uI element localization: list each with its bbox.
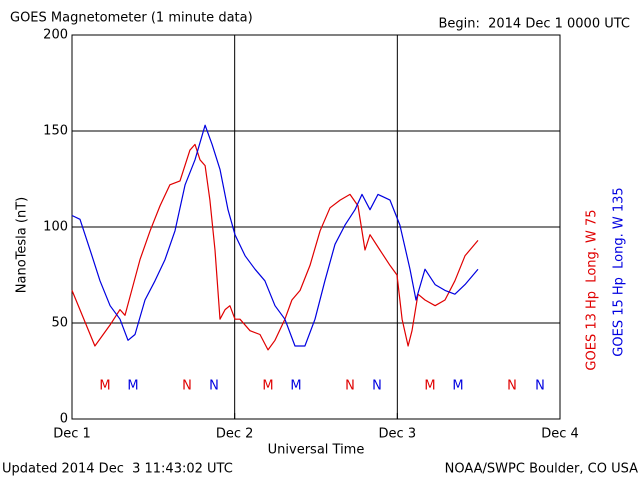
footer-right: NOAA/SWPC Boulder, CO USA	[445, 462, 638, 477]
marker-label: M	[290, 379, 301, 394]
y-tick-label: 50	[51, 316, 68, 331]
marker-label: M	[262, 379, 273, 394]
marker-label: N	[507, 379, 517, 394]
marker-label: N	[209, 379, 219, 394]
marker-label: N	[535, 379, 545, 394]
marker-label: N	[182, 379, 192, 394]
y-tick-label: 200	[43, 28, 68, 43]
chart-subtitle: Begin: 2014 Dec 1 0000 UTC	[438, 17, 630, 32]
x-tick-label: Dec 2	[216, 427, 254, 442]
x-tick-label: Dec 4	[541, 427, 579, 442]
marker-label: M	[452, 379, 463, 394]
y-tick-label: 100	[43, 220, 68, 235]
footer-left: Updated 2014 Dec 3 11:43:02 UTC	[2, 462, 233, 477]
y-axis-label: NanoTesla (nT)	[15, 197, 30, 293]
chart-title: GOES Magnetometer (1 minute data)	[10, 11, 253, 26]
legend-entry: GOES 15 Hp Long. W 135	[612, 187, 627, 356]
marker-label: N	[345, 379, 355, 394]
x-tick-label: Dec 1	[53, 427, 91, 442]
marker-label: M	[99, 379, 110, 394]
x-tick-label: Dec 3	[379, 427, 417, 442]
series-line	[71, 143, 479, 351]
marker-label: M	[424, 379, 435, 394]
legend-entry: GOES 13 Hp Long. W 75	[585, 209, 600, 370]
series-line	[71, 124, 479, 347]
marker-label: M	[127, 379, 138, 394]
y-tick-label: 150	[43, 124, 68, 139]
y-tick-label: 0	[60, 412, 68, 427]
marker-label: N	[372, 379, 382, 394]
x-axis-label: Universal Time	[268, 443, 365, 458]
